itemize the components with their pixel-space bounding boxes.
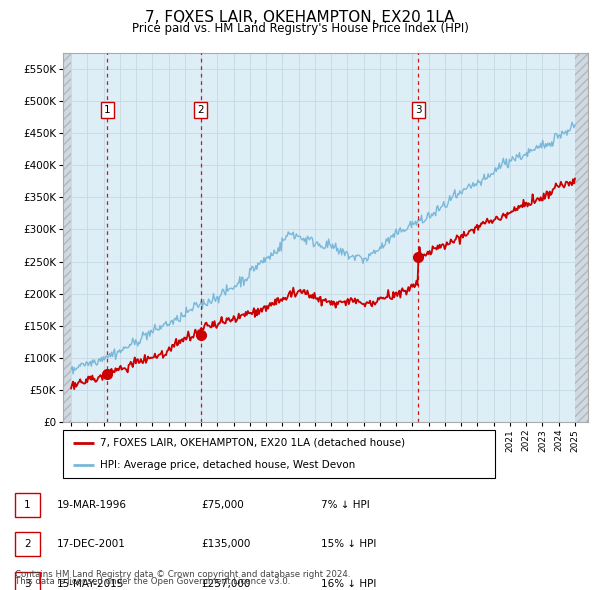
Bar: [63, 53, 71, 422]
Text: 3: 3: [24, 579, 31, 589]
Text: 19-MAR-1996: 19-MAR-1996: [57, 500, 127, 510]
Text: 17-DEC-2001: 17-DEC-2001: [57, 539, 126, 549]
Text: 7, FOXES LAIR, OKEHAMPTON, EX20 1LA (detached house): 7, FOXES LAIR, OKEHAMPTON, EX20 1LA (det…: [100, 438, 405, 448]
Text: £75,000: £75,000: [201, 500, 244, 510]
Text: 2: 2: [24, 539, 31, 549]
Text: 15-MAY-2015: 15-MAY-2015: [57, 579, 124, 589]
Bar: [575, 53, 588, 422]
Text: 7% ↓ HPI: 7% ↓ HPI: [321, 500, 370, 510]
Text: 16% ↓ HPI: 16% ↓ HPI: [321, 579, 376, 589]
Text: HPI: Average price, detached house, West Devon: HPI: Average price, detached house, West…: [100, 460, 355, 470]
Text: 1: 1: [104, 105, 110, 115]
Text: 2: 2: [197, 105, 204, 115]
Text: 7, FOXES LAIR, OKEHAMPTON, EX20 1LA: 7, FOXES LAIR, OKEHAMPTON, EX20 1LA: [145, 10, 455, 25]
Text: Price paid vs. HM Land Registry's House Price Index (HPI): Price paid vs. HM Land Registry's House …: [131, 22, 469, 35]
Text: £257,000: £257,000: [201, 579, 250, 589]
Text: 15% ↓ HPI: 15% ↓ HPI: [321, 539, 376, 549]
Text: £135,000: £135,000: [201, 539, 250, 549]
Text: Contains HM Land Registry data © Crown copyright and database right 2024.: Contains HM Land Registry data © Crown c…: [15, 570, 350, 579]
Text: 3: 3: [415, 105, 422, 115]
Text: 1: 1: [24, 500, 31, 510]
Text: This data is licensed under the Open Government Licence v3.0.: This data is licensed under the Open Gov…: [15, 577, 290, 586]
